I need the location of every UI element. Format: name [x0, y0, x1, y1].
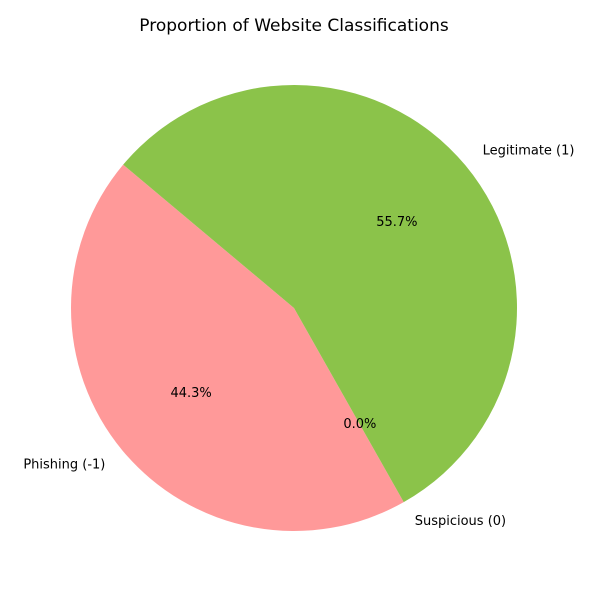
pie-slice-phishing-1	[70, 164, 404, 531]
slice-percent-legitimate-1: 55.7%	[376, 215, 417, 230]
chart-title: Proportion of Website Classifications	[139, 16, 449, 36]
slice-percent-phishing-1: 44.3%	[170, 386, 211, 401]
slice-percent-suspicious-0: 0.0%	[343, 417, 376, 432]
slice-label-legitimate-1: Legitimate (1)	[483, 144, 575, 159]
slice-label-phishing-1: Phishing (-1)	[23, 457, 105, 472]
pie-labels: Phishing (-1) 44.3% Suspicious (0) 0.0% Legi…	[23, 144, 574, 529]
pie-slice-legitimate-1	[123, 85, 517, 503]
pie-slices	[70, 85, 517, 531]
slice-label-suspicious-0: Suspicious (0)	[415, 514, 506, 529]
